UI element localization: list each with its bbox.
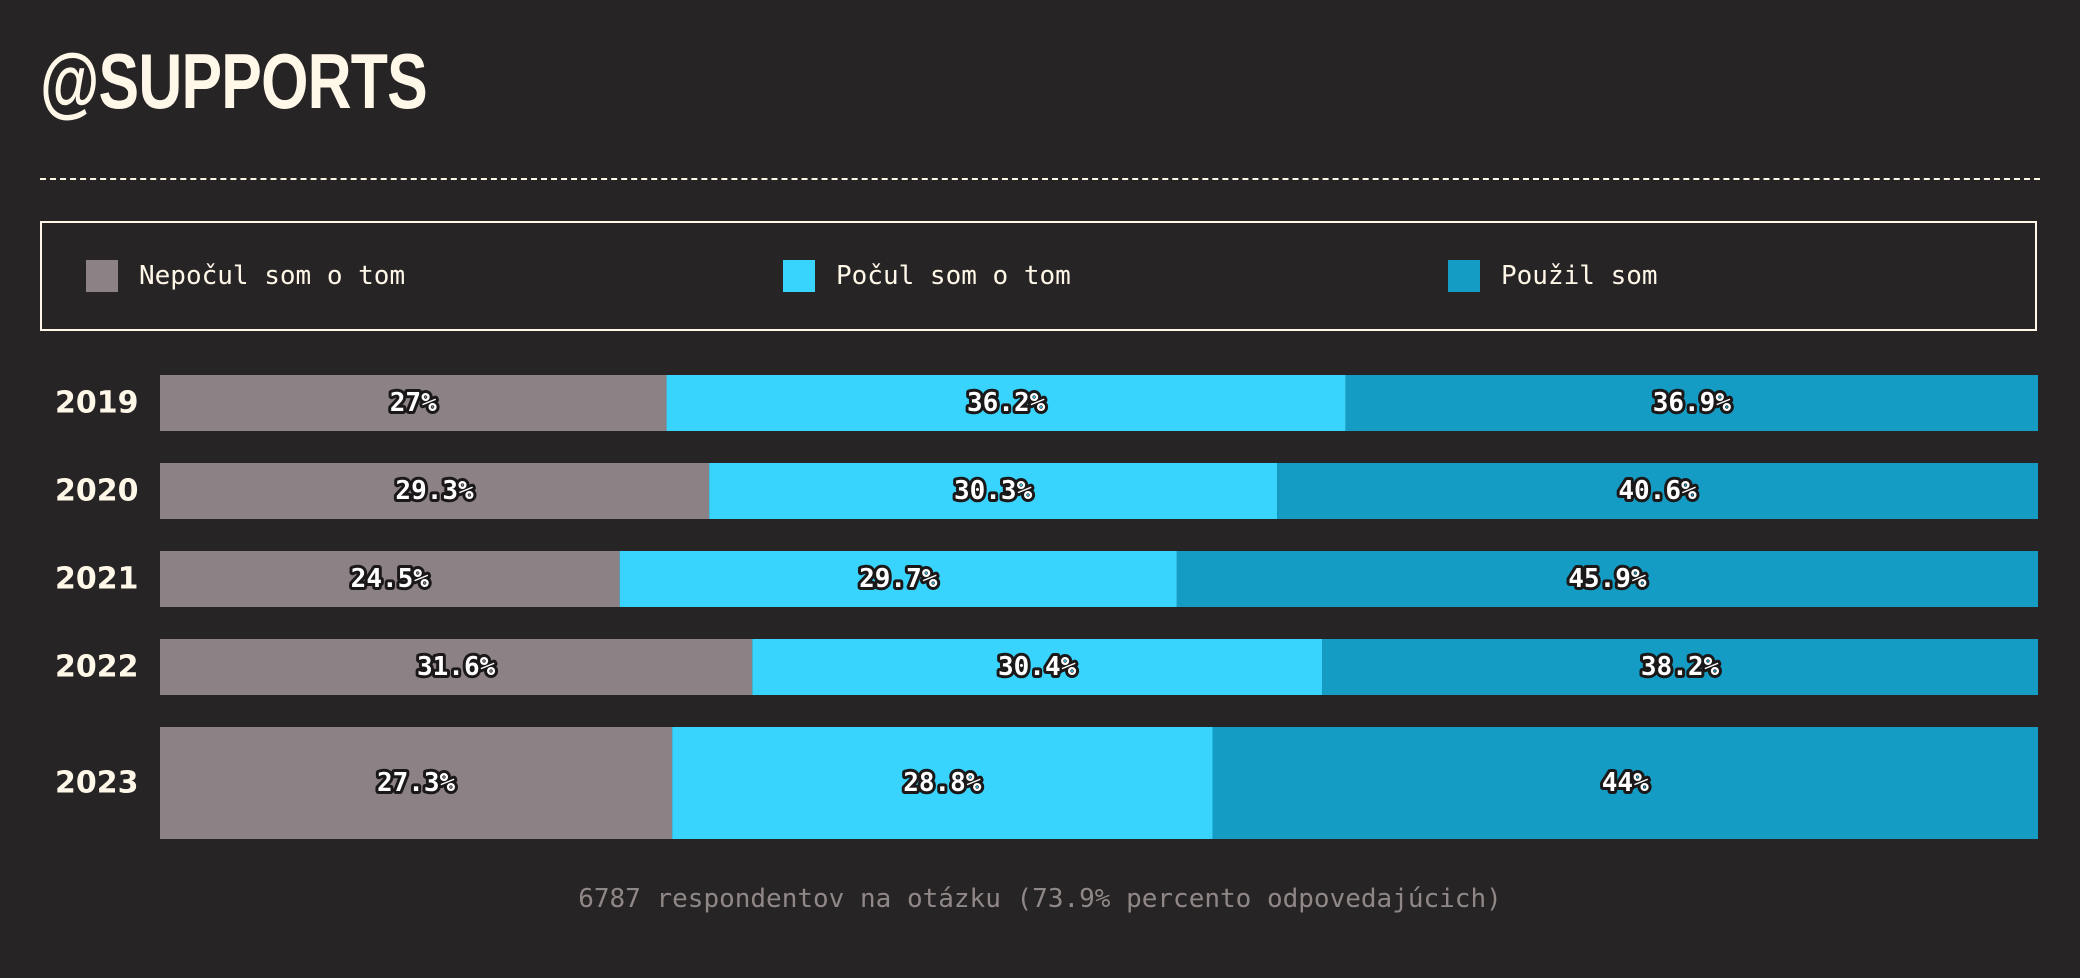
bar-value-label-2023-1: 28.8% xyxy=(903,768,982,798)
bar-segment-2023-1[interactable] xyxy=(672,727,1213,839)
bar-value-label-2020-2: 40.6% xyxy=(1618,476,1697,506)
stacked-bar-chart: 2019 27% 36.2% 36.9% 2020 29.3% 30.3% 40.6% 2021… xyxy=(55,375,2038,839)
bar-value-label-2023-2: 44% xyxy=(1602,768,1649,798)
bar-value-label-2023-0: 27.3% xyxy=(377,768,456,798)
bar-segment-2023-0[interactable] xyxy=(160,727,673,839)
bar-segment-2019-1[interactable] xyxy=(666,375,1346,431)
page-title: @SUPPORTS xyxy=(40,37,428,125)
bar-value-label-2021-2: 45.9% xyxy=(1568,564,1647,594)
bar-value-label-2022-2: 38.2% xyxy=(1641,652,1720,682)
bar-segment-2021-2[interactable] xyxy=(1176,551,2038,607)
legend-label-nepocul: Nepočul som o tom xyxy=(139,261,406,291)
year-label-2019: 2019 xyxy=(55,386,139,421)
bar-value-label-2019-1: 36.2% xyxy=(967,388,1046,418)
bar-segment-2019-0[interactable] xyxy=(160,375,667,431)
legend-item-pouzil[interactable]: Použil som xyxy=(1448,223,1658,329)
bar-segment-2022-0[interactable] xyxy=(160,639,753,695)
divider xyxy=(40,178,2040,180)
bar-value-label-2022-0: 31.6% xyxy=(417,652,496,682)
legend: Nepočul som o tom Počul som o tom Použil… xyxy=(40,221,2037,331)
bar-segment-2019-2[interactable] xyxy=(1345,375,2038,431)
bar-segment-2020-2[interactable] xyxy=(1277,463,2038,519)
legend-item-nepocul[interactable]: Nepočul som o tom xyxy=(86,223,405,329)
year-label-2021: 2021 xyxy=(55,562,139,597)
bar-segment-2022-2[interactable] xyxy=(1322,639,2038,695)
bar-value-label-2019-0: 27% xyxy=(390,388,437,418)
legend-swatch-pocul xyxy=(783,260,815,292)
bar-value-label-2020-1: 30.3% xyxy=(954,476,1033,506)
bar-value-label-2020-0: 29.3% xyxy=(395,476,474,506)
bar-segment-2021-1[interactable] xyxy=(619,551,1177,607)
legend-label-pocul: Počul som o tom xyxy=(836,261,1071,291)
bar-value-label-2019-2: 36.9% xyxy=(1653,388,1732,418)
bar-value-label-2021-0: 24.5% xyxy=(351,564,430,594)
legend-swatch-pouzil xyxy=(1448,260,1480,292)
bar-segment-2022-1[interactable] xyxy=(752,639,1323,695)
bar-segment-2021-0[interactable] xyxy=(160,551,620,607)
bar-segment-2020-0[interactable] xyxy=(160,463,710,519)
year-label-2023: 2023 xyxy=(55,766,139,801)
bar-segment-2023-2[interactable] xyxy=(1212,727,2038,839)
year-label-2020: 2020 xyxy=(55,474,139,509)
legend-swatch-nepocul xyxy=(86,260,118,292)
bar-value-label-2021-1: 29.7% xyxy=(859,564,938,594)
bar-value-label-2022-1: 30.4% xyxy=(998,652,1077,682)
legend-item-pocul[interactable]: Počul som o tom xyxy=(783,223,1071,329)
respondents-footnote: 6787 respondentov na otázku (73.9% perce… xyxy=(578,884,1502,914)
bar-segment-2020-1[interactable] xyxy=(709,463,1278,519)
legend-label-pouzil: Použil som xyxy=(1501,261,1658,291)
year-label-2022: 2022 xyxy=(55,650,139,685)
